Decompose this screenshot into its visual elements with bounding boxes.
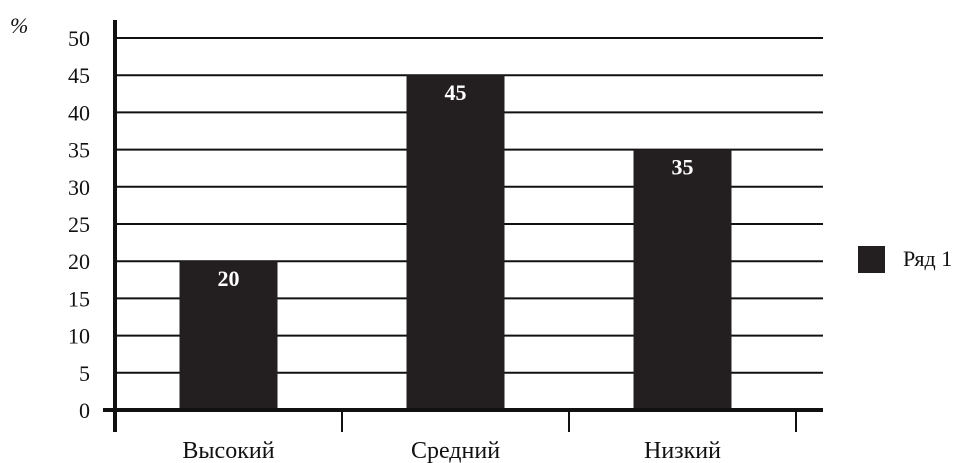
legend: Ряд 1 xyxy=(858,246,952,273)
y-tick-label: 50 xyxy=(68,26,90,51)
bar xyxy=(179,261,278,410)
y-tick-label: 30 xyxy=(68,175,90,200)
y-tick-labels: 0 5 10 15 20 25 30 35 40 45 50 xyxy=(68,26,90,423)
y-tick-label: 35 xyxy=(68,138,90,163)
data-label: 35 xyxy=(672,155,694,180)
y-tick-label: 25 xyxy=(68,212,90,237)
y-unit-label: % xyxy=(10,13,28,38)
y-tick-label: 40 xyxy=(68,100,90,125)
axes xyxy=(103,20,823,432)
y-tick-label: 20 xyxy=(68,249,90,274)
x-tick-marks xyxy=(341,410,797,432)
data-labels: 20 45 35 xyxy=(218,80,694,291)
y-tick-label: 45 xyxy=(68,63,90,88)
category-label: Высокий xyxy=(182,438,274,463)
data-label: 20 xyxy=(218,266,240,291)
y-tick-label: 15 xyxy=(68,286,90,311)
bars xyxy=(179,75,732,410)
bar xyxy=(633,149,732,410)
y-tick-label: 10 xyxy=(68,324,90,349)
bar xyxy=(406,75,505,410)
legend-swatch xyxy=(858,246,885,273)
category-labels: Высокий Средний Низкий xyxy=(182,438,721,463)
category-label: Средний xyxy=(411,438,500,463)
legend-label: Ряд 1 xyxy=(903,246,952,271)
data-label: 45 xyxy=(445,80,467,105)
category-label: Низкий xyxy=(644,438,721,463)
y-tick-label: 0 xyxy=(79,398,90,423)
y-tick-label: 5 xyxy=(79,361,90,386)
